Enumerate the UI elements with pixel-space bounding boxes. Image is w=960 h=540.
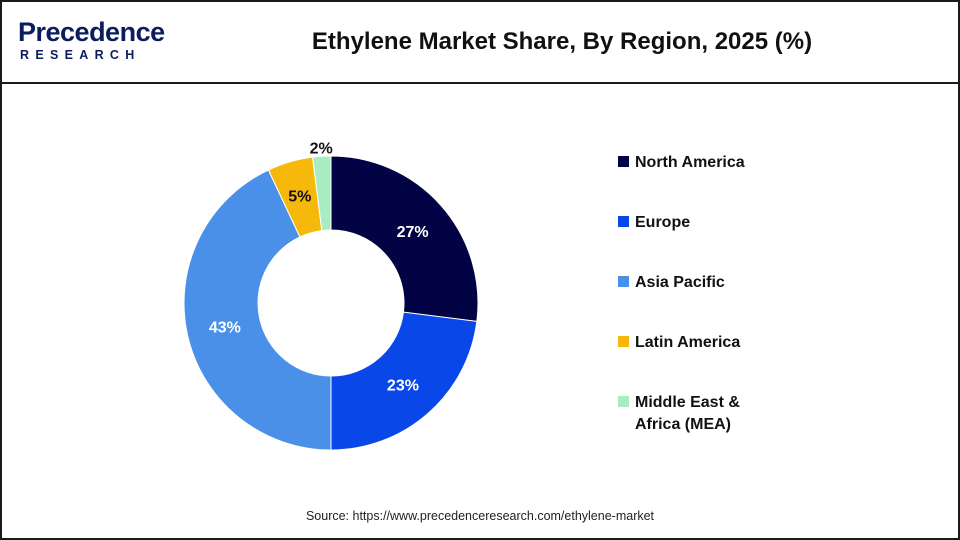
- legend-item-mea: Middle East & Africa (MEA): [618, 392, 918, 436]
- legend-item-asia-pacific: Asia Pacific: [618, 272, 918, 294]
- legend-item-europe: Europe: [618, 212, 918, 234]
- donut-labels: 27% 23% 43% 5% 2%: [209, 140, 429, 394]
- legend-label-asia-pacific: Asia Pacific: [635, 274, 725, 291]
- logo-wordmark: Precedence: [18, 17, 165, 47]
- data-label-north-america: 27%: [397, 224, 429, 241]
- data-label-europe: 23%: [387, 378, 419, 395]
- donut-slice-europe: [330, 311, 478, 451]
- donut-slice-middle-east-africa-mea: [312, 155, 332, 232]
- legend-swatch-north-america: [618, 156, 629, 167]
- donut-slice-asia-pacific: [183, 169, 332, 451]
- precedence-research-logo: Precedence RESEARCH: [18, 16, 168, 68]
- legend-label-mea: Middle East & Africa (MEA): [635, 394, 740, 433]
- legend-label-latin-america: Latin America: [635, 334, 741, 351]
- data-label-latin-america: 5%: [288, 189, 311, 206]
- donut-slice-north-america: [330, 155, 479, 322]
- legend-label-north-america: North America: [635, 154, 745, 171]
- logo-subtext: RESEARCH: [20, 48, 141, 62]
- legend-swatch-mea: [618, 396, 629, 407]
- chart-title: Ethylene Market Share, By Region, 2025 (…: [311, 28, 813, 55]
- legend-swatch-asia-pacific: [618, 276, 629, 287]
- legend-label-europe: Europe: [635, 214, 691, 231]
- legend-item-latin-america: Latin America: [618, 332, 918, 354]
- legend-swatch-europe: [618, 216, 629, 227]
- source-note: Source: https://www.precedenceresearch.c…: [305, 509, 655, 523]
- data-label-asia-pacific: 43%: [209, 320, 241, 337]
- header: Precedence RESEARCH Ethylene Market Shar…: [2, 2, 958, 84]
- legend-item-north-america: North America: [618, 152, 918, 174]
- donut-slices: [183, 155, 479, 451]
- legend-swatch-latin-america: [618, 336, 629, 347]
- data-label-middle-east-africa-mea: 2%: [310, 140, 333, 157]
